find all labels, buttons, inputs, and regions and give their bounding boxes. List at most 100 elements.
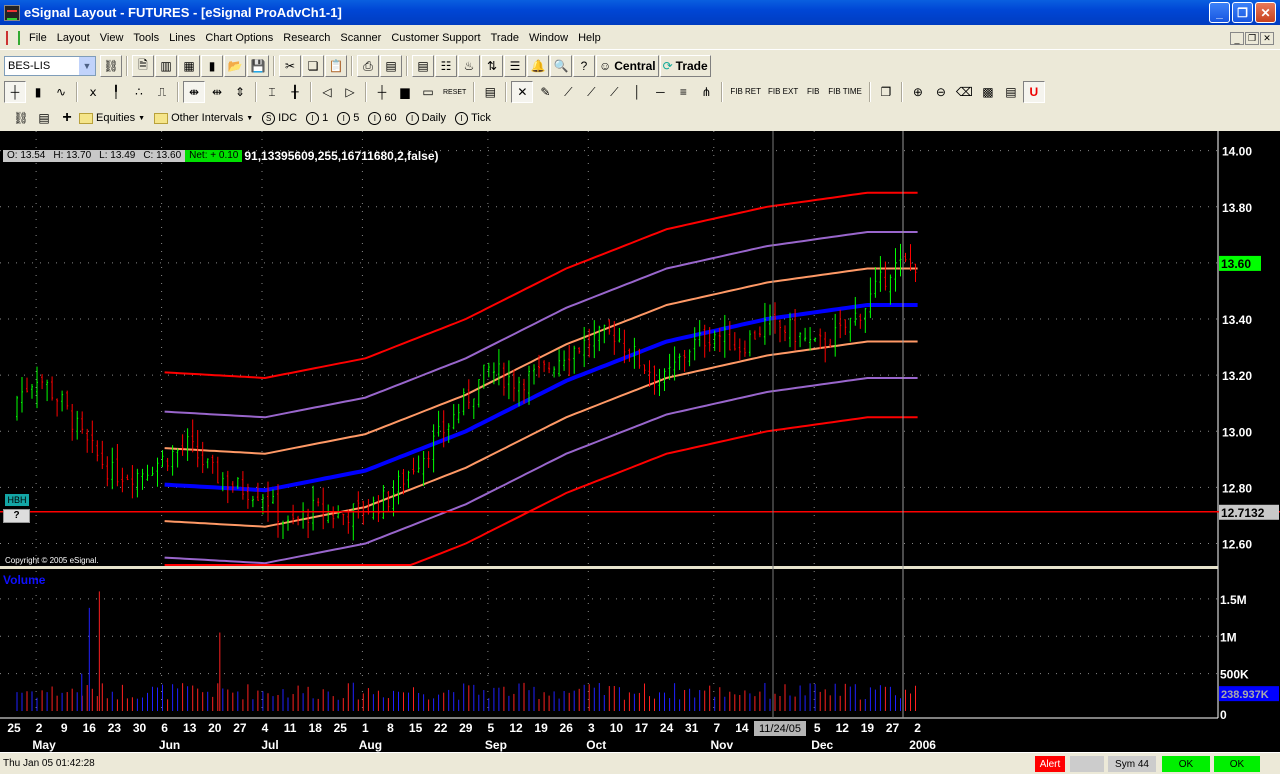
fib-time-icon[interactable]: FIB TIME [825,81,865,103]
auto-scale-icon[interactable]: ⇕ [234,85,246,99]
zoom-out-bars-icon[interactable]: ⇹ [211,85,223,99]
portfolio-icon[interactable]: ▮ [201,55,223,77]
list-icon[interactable]: ▤ [1005,85,1017,99]
add-icon[interactable]: + [62,109,72,126]
cursor-icon[interactable]: ⌶ [268,84,276,99]
print-preview-icon[interactable]: ▤ [380,55,402,77]
extended-line-icon[interactable]: ⟋ [610,84,619,99]
menu-research[interactable]: Research [283,31,331,44]
interval-daily[interactable]: I Daily [405,111,446,125]
dots-icon[interactable]: ∴ [135,85,143,99]
scroll-left-icon[interactable]: ◁ [322,85,332,99]
menu-file[interactable]: File [29,31,47,44]
mdi-restore-button[interactable]: ❐ [1245,32,1259,45]
properties-icon[interactable]: ▤ [38,111,50,125]
chevron-down-icon[interactable]: ▼ [79,57,95,75]
horizontal-segment-icon[interactable]: ─ [656,85,665,99]
folder-equities[interactable]: Equities ▼ [79,112,145,124]
fast-list-icon[interactable]: ☰ [504,55,526,77]
pencil-icon[interactable]: ✎ [540,85,551,99]
quote-window-icon[interactable]: ▦ [178,55,200,77]
crosshair-icon[interactable]: ╂ [291,85,299,99]
point-figure-icon[interactable]: ⅹ [89,85,97,99]
alert-bell-icon[interactable]: 🔔 [527,55,549,77]
market-depth-icon[interactable]: ⇅ [481,55,503,77]
link-icon[interactable]: ⛓ [100,55,122,77]
menu-lines[interactable]: Lines [169,31,196,44]
hot-list-icon[interactable]: ♨ [458,55,480,77]
new-chart-icon[interactable]: ▥ [155,55,177,77]
folder-other-intervals[interactable]: Other Intervals ▼ [154,112,253,124]
zoom-in-bars-icon[interactable]: ⇼ [183,81,205,103]
interval-idc[interactable]: S IDC [262,111,297,125]
mdi-close-button[interactable]: ✕ [1260,32,1274,45]
grid-icon[interactable]: ▩ [982,85,994,99]
news-icon[interactable]: ☷ [435,55,457,77]
minimize-button[interactable]: _ [1209,2,1230,23]
fib-ret-icon[interactable]: FIB RET [727,81,764,103]
help-icon[interactable]: ? [573,55,595,77]
zoom-out-icon[interactable]: ⊖ [935,85,946,99]
trade-button[interactable]: ⟳ Trade [659,55,711,77]
open-folder-icon[interactable]: 📂 [224,55,246,77]
new-page-icon[interactable]: 🗎 [132,55,154,77]
maximize-button[interactable]: ❐ [1232,2,1253,23]
vertical-line-icon[interactable]: │ [633,85,642,99]
space-icon[interactable]: ▭ [422,85,434,99]
save-icon[interactable]: 💾 [247,55,269,77]
menu-window[interactable]: Window [528,31,569,44]
horizontal-line-icon[interactable]: ┼ [377,85,387,99]
help-marker-button[interactable]: ? [3,509,30,523]
link-icon[interactable]: ⛓ [13,111,29,125]
magnet-icon[interactable]: U [1022,81,1045,103]
interval-label: Tick [471,112,491,124]
volume-bar-icon[interactable]: ╿ [112,85,120,99]
trendline-icon[interactable]: ⟋ [564,84,573,99]
parallel-lines-icon[interactable]: ≡ [679,85,687,99]
ray-icon[interactable]: ⟋ [587,84,596,99]
line-chart-icon[interactable]: ∿ [55,85,67,99]
hbh-label[interactable]: HBH [5,494,29,506]
mdi-minimize-button[interactable]: _ [1230,32,1244,45]
interval-tick[interactable]: I Tick [455,111,491,125]
search-icon[interactable]: 🔍 [550,55,572,77]
pane-splitter[interactable] [0,566,1218,569]
menu-chart-options[interactable]: Chart Options [205,31,274,44]
reset-icon[interactable]: RESET [440,81,469,103]
copy-icon[interactable]: ❏ [302,55,324,77]
menu-tools[interactable]: Tools [133,31,160,44]
bar-chart-icon[interactable]: ┼ [4,81,26,103]
color-bar-icon[interactable]: ▆ [400,85,410,99]
zoom-in-icon[interactable]: ⊕ [912,85,923,99]
menu-layout[interactable]: Layout [56,31,90,44]
chart-doc-icon[interactable] [6,30,20,45]
central-button[interactable]: ☺ Central [596,55,659,77]
alert-indicator[interactable]: Alert [1035,756,1065,772]
clone-icon[interactable]: ❐ [880,85,892,99]
cut-icon[interactable]: ✂ [279,55,301,77]
menu-customer-support[interactable]: Customer Support [391,31,481,44]
menu-trade[interactable]: Trade [490,31,519,44]
menu-help[interactable]: Help [578,31,601,44]
andrews-pitchfork-icon[interactable]: ⋔ [701,85,712,99]
price-chart[interactable]: 14.00 13.80 13.40 13.20 13.00 12.80 12.60 1.5M 1… [0,131,1280,752]
paste-icon[interactable]: 📋 [325,55,347,77]
scroll-right-icon[interactable]: ▷ [345,85,355,99]
print-icon[interactable]: ⎙ [357,55,379,77]
interval-60[interactable]: I 60 [368,111,397,125]
candle-chart-icon[interactable]: ▮ [34,85,42,99]
delete-drawing-icon[interactable]: ✕ [511,81,534,103]
fib-ext-icon[interactable]: FIB EXT [765,81,801,103]
eraser-icon[interactable]: ⌫ [955,85,973,99]
step-icon[interactable]: ⎍ [157,84,167,99]
time-sales-icon[interactable]: ▤ [412,55,434,77]
chart-window[interactable]: 14.00 13.80 13.40 13.20 13.00 12.80 12.60 1.5M 1… [0,131,1280,752]
menu-view[interactable]: View [99,31,124,44]
close-button[interactable]: ✕ [1255,2,1276,23]
menu-scanner[interactable]: Scanner [340,31,382,44]
properties-icon[interactable]: ▤ [484,85,497,99]
fib-arc-icon[interactable]: FIB [802,81,824,103]
symbol-combobox[interactable]: BES-LIS ▼ [4,56,96,76]
